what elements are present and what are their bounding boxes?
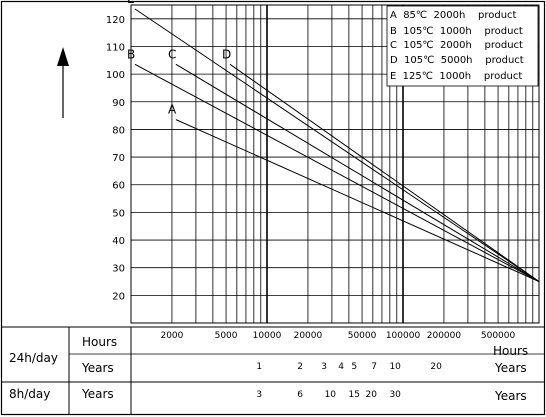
- y-tick-label: 120: [106, 15, 125, 26]
- legend-entry-e: E 125℃ 1000h product: [390, 71, 522, 82]
- x-tick-label: 2000: [160, 331, 183, 341]
- x-tick-label: 200000: [427, 331, 462, 341]
- legend: A 85℃ 2000h product B 105℃ 1000h product…: [386, 5, 539, 87]
- year-value-8h: 3: [256, 390, 262, 400]
- years-8-label: Years: [81, 387, 114, 401]
- series-label-a: A: [168, 103, 177, 117]
- legend-entry-d: D 105℃ 5000h product: [390, 55, 524, 66]
- time-table: Hours 24h/day Years 8h/day Years Hours Y…: [1, 326, 545, 414]
- series-label-e: E: [127, 0, 135, 6]
- year-value-24h: 3: [321, 362, 327, 372]
- years-24h-values: 1 2 3 4 5 7 10 20: [256, 362, 442, 372]
- year-value-8h: 30: [389, 390, 401, 400]
- x-tick-label: 5000: [215, 331, 238, 341]
- y-tick-label: 40: [112, 236, 125, 247]
- series-label-d: D: [222, 47, 231, 61]
- series-layer: A B C D E: [127, 0, 540, 282]
- series-line-a: [175, 119, 540, 282]
- year-value-8h: 10: [325, 390, 337, 400]
- year-value-24h: 10: [389, 362, 401, 372]
- x-tick-label: 20000: [294, 331, 323, 341]
- year-value-24h: 7: [371, 362, 377, 372]
- hours-row-label: Hours: [82, 335, 117, 349]
- year-value-24h: 5: [351, 362, 357, 372]
- x-tick-label: 50000: [348, 331, 377, 341]
- years-8h-values: 3 6 10 15 20 30: [256, 390, 401, 400]
- year-value-24h: 2: [297, 362, 303, 372]
- year-value-24h: 1: [256, 362, 262, 372]
- years-unit-8: Years: [494, 389, 527, 403]
- y-tick-label: 100: [106, 70, 125, 81]
- x-tick-label: 10000: [253, 331, 282, 341]
- legend-entry-c: C 105℃ 2000h product: [390, 40, 523, 51]
- row-8h-label: 8h/day: [9, 387, 50, 401]
- y-tick-label: 110: [106, 42, 125, 53]
- hours-unit: Hours: [493, 344, 528, 358]
- y-tick-label: 90: [112, 98, 125, 109]
- y-tick-label: 20: [112, 291, 125, 302]
- year-value-8h: 6: [297, 390, 303, 400]
- row-24h-label: 24h/day: [9, 351, 58, 365]
- year-value-24h: 4: [338, 362, 344, 372]
- series-line-e: [134, 8, 540, 282]
- y-axis: 20 30 40 50 60 70 80 90 100 110 120: [106, 15, 125, 303]
- y-tick-label: 50: [112, 208, 125, 219]
- year-value-8h: 20: [366, 390, 378, 400]
- x-tick-label: 500000: [481, 331, 516, 341]
- years-24-label: Years: [81, 361, 114, 375]
- up-arrow-icon: [57, 47, 69, 118]
- series-label-c: C: [168, 47, 176, 61]
- series-line-c: [175, 63, 540, 282]
- series-line-d: [229, 63, 540, 282]
- year-value-24h: 20: [430, 362, 442, 372]
- legend-entry-a: A 85℃ 2000h product: [390, 10, 517, 21]
- y-tick-label: 80: [112, 125, 125, 136]
- x-tick-label: 100000: [386, 331, 421, 341]
- y-tick-label: 30: [112, 264, 125, 275]
- x-tick-labels: 2000 5000 10000 20000 50000 100000 200000 50000…: [160, 331, 515, 341]
- y-tick-label: 70: [112, 153, 125, 164]
- y-tick-label: 60: [112, 181, 125, 192]
- plot-border: [130, 4, 540, 324]
- series-label-b: B: [127, 47, 135, 61]
- series-line-b: [134, 63, 540, 282]
- legend-entry-b: B 105℃ 1000h product: [390, 26, 523, 37]
- year-value-8h: 15: [349, 390, 360, 400]
- legend-box: [386, 5, 539, 87]
- years-unit-24: Years: [494, 361, 527, 375]
